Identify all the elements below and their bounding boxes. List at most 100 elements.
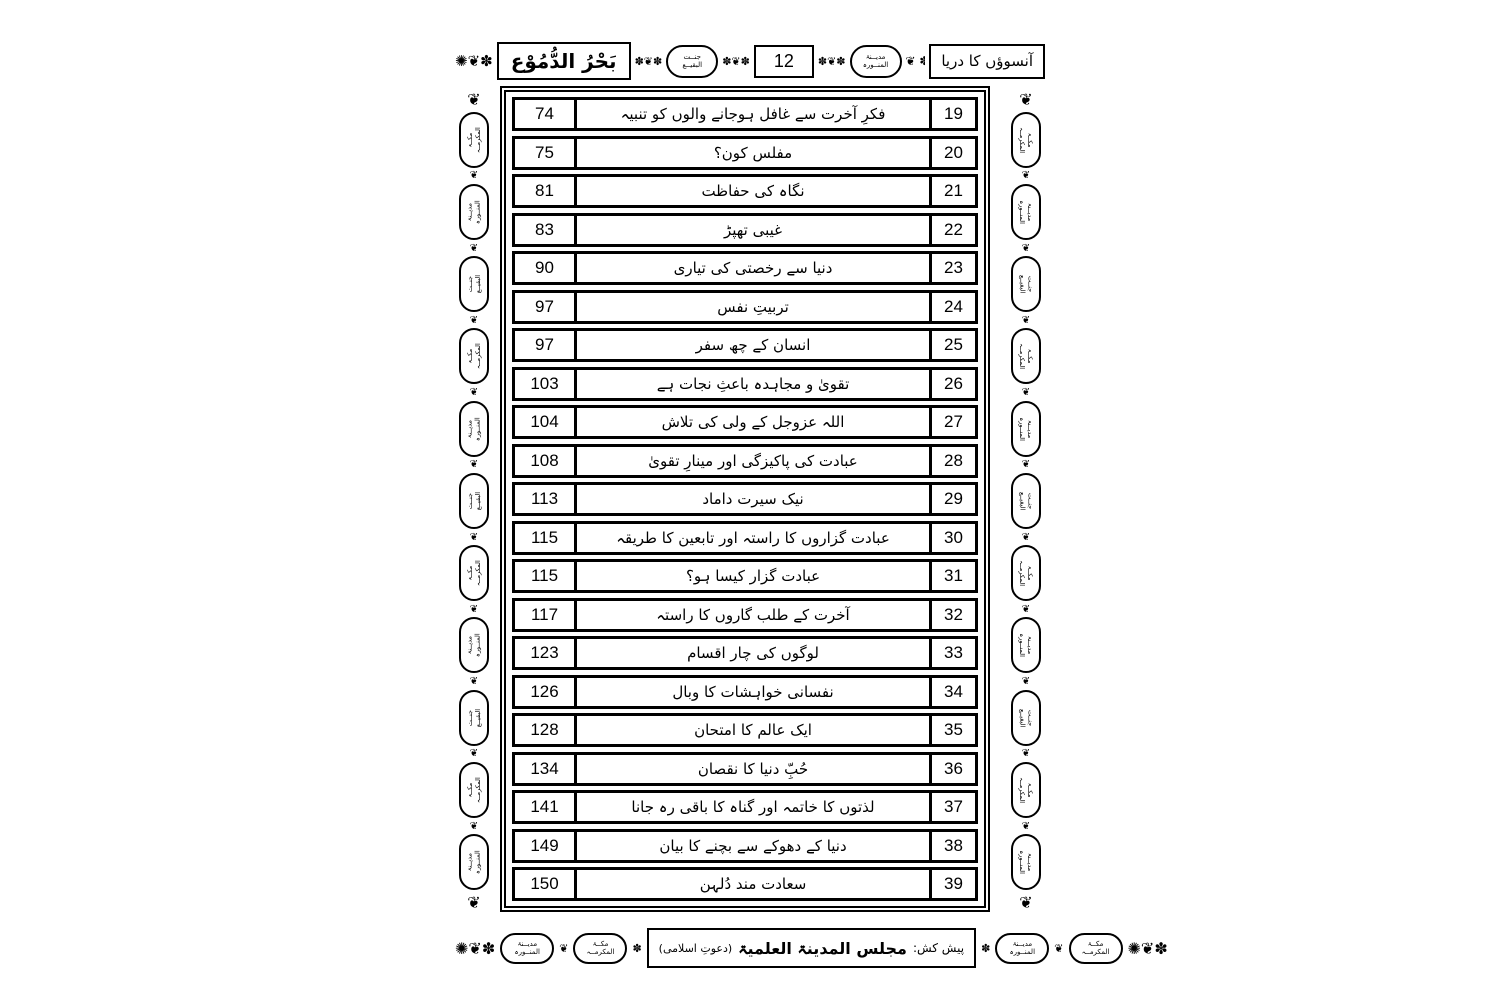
floral-separator-icon: ❦ (559, 941, 569, 955)
floral-ornament-icon: ❦ (467, 90, 481, 109)
side-oval-label: جنــت البقیــع (465, 708, 482, 727)
floral-ornament-icon: ❦ (469, 748, 479, 760)
toc-row: 90 دنیا سے رخصتی کی تیاری 23 (512, 251, 978, 285)
side-oval-label: مکــۃ المکرمــہ (465, 560, 482, 587)
footer-oval-makkah: مکــۃ المکرمــہ (573, 932, 628, 964)
floral-ornament-icon: ❦ (469, 242, 479, 254)
toc-title: تقویٰ و مجاہدہ باعثِ نجات ہے (656, 374, 850, 393)
toc-title: عبادت گزار کیسا ہو؟ (685, 567, 821, 585)
toc-row: 113 نیک سیرت داماد 29 (512, 482, 978, 516)
side-ornament-oval: مدیــنۃ المنــورہ (1011, 400, 1041, 457)
toc-title: مفلس کون؟ (713, 143, 793, 162)
floral-ornament-icon: ❦ (1021, 314, 1031, 326)
side-oval-label: مدیــنۃ المنــورہ (465, 200, 482, 224)
page-number: 12 (773, 50, 794, 71)
toc-row: 74 فکرِ آخرت سے غافل ہوجانے والوں کو تنب… (512, 97, 978, 131)
side-oval-label: مدیــنۃ المنــورہ (1018, 850, 1035, 874)
side-oval-label: مدیــنۃ المنــورہ (465, 416, 482, 441)
floral-ornament-icon: ❦ (1021, 387, 1031, 398)
toc-serial: 37 (929, 793, 975, 821)
floral-ornament-icon: ❦ (469, 531, 479, 543)
oval-text-line2: البقیــع (682, 61, 703, 69)
side-oval-label: جنــت البقیــع (465, 491, 482, 511)
oval-text-line2: المنــورہ (514, 948, 540, 956)
toc-page-number: 97 (515, 292, 577, 321)
toc-serial: 30 (929, 523, 975, 552)
toc-title: ایک عالم کا امتحان (694, 721, 812, 739)
toc-page-number: 126 (515, 677, 577, 706)
floral-separator-icon: ❦ (1054, 941, 1064, 955)
toc-row: 150 سعادت مند دُلہن 39 (512, 867, 978, 901)
toc-page-number: 113 (515, 485, 577, 513)
side-oval-label: مکــۃ المکرمــہ (1017, 343, 1035, 370)
toc-serial: 25 (929, 331, 975, 359)
side-ornament-oval: جنــت البقیــع (459, 256, 489, 313)
floral-ornament-icon: ❦ (1021, 531, 1031, 543)
side-ornament-oval: جنــت البقیــع (459, 472, 489, 529)
toc-title: تربیتِ نفس (717, 297, 789, 316)
side-ornament-oval: جنــت البقیــع (1011, 472, 1041, 529)
right-ornament-border: ❦ مکــۃ المکرمــہ ❦ مدیــنۃ المنــورہ ❦ جنــت ال… (1003, 90, 1049, 912)
toc-page-number: 81 (515, 177, 577, 205)
publisher-note: (دعوتِ اسلامی) (658, 941, 733, 955)
side-oval-label: مکــۃ المکرمــہ (1017, 126, 1035, 153)
toc-row: 83 غیبی تھپڑ 22 (512, 212, 978, 247)
side-oval-label: مدیــنۃ المنــورہ (465, 633, 482, 658)
floral-corner-icon: ✺❦✽ (1127, 938, 1168, 958)
toc-row: 134 حُبِّ دنیا کا نقصان 36 (512, 751, 978, 786)
toc-title: سعادت مند دُلہن (699, 875, 807, 893)
toc-title: لوگوں کی چار اقسام (687, 644, 819, 662)
toc-page-number: 103 (515, 369, 577, 398)
toc-page-number: 117 (515, 600, 577, 629)
floral-ornament-icon: ❦ (469, 170, 479, 182)
floral-ornament-icon: ❦ (1021, 170, 1031, 182)
side-ornament-oval: مدیــنۃ المنــورہ (1011, 834, 1041, 891)
toc-row: 97 انسان کے چھ سفر 25 (512, 328, 978, 362)
side-oval-label: مکــۃ المکرمــہ (1017, 560, 1035, 587)
floral-ornament-icon: ❦ (1019, 892, 1033, 912)
toc-page-number: 149 (515, 831, 577, 860)
side-ornament-oval: مکــۃ المکرمــہ (1011, 328, 1041, 385)
toc-rows: 74 فکرِ آخرت سے غافل ہوجانے والوں کو تنب… (504, 90, 986, 908)
floral-ornament-icon: ❦ (469, 603, 479, 615)
floral-separator-icon: ✽❦✽ (817, 54, 846, 68)
page-number-box: 12 (753, 44, 814, 78)
floral-ornament-icon: ❦ (1019, 90, 1033, 109)
floral-ornament-icon: ❦ (469, 387, 479, 398)
toc-row: 128 ایک عالم کا امتحان 35 (512, 713, 978, 747)
toc-serial: 36 (929, 754, 975, 783)
toc-page-number: 97 (515, 331, 577, 359)
oval-text-line1: مدیــنۃ (517, 939, 538, 948)
toc-title: نگاہ کی حفاظت (701, 182, 805, 200)
floral-separator-icon: ✽ (632, 941, 642, 955)
side-oval-label: مکــۃ المکرمــہ (465, 343, 482, 370)
left-ornament-border: ❦ مکــۃ المکرمــہ ❦ مدیــنۃ المنــورہ ❦ جنــت ال… (451, 90, 497, 912)
toc-serial: 35 (929, 716, 975, 744)
floral-separator-icon: ✽❦✽ (722, 54, 750, 68)
side-oval-label: جنــت البقیــع (465, 274, 482, 294)
toc-title: اللہ عزوجل کے ولی کی تلاش (661, 413, 845, 431)
floral-ornament-icon: ❦ (469, 314, 479, 326)
side-ornament-oval: مدیــنۃ المنــورہ (1011, 617, 1041, 674)
toc-title: دنیا سے رخصتی کی تیاری (673, 259, 833, 277)
presenter-label: پیش کش: (912, 941, 965, 955)
side-oval-label: جنــت البقیــع (1017, 708, 1035, 727)
side-ornament-oval: مدیــنۃ المنــورہ (459, 183, 489, 240)
toc-row: 117 آخرت کے طلب گاروں کا راستہ 32 (512, 597, 978, 632)
oval-text-line1: مدیــنۃ (865, 52, 886, 61)
oval-text-line2: المنــورہ (862, 61, 889, 69)
oval-text-line1: جنــت (683, 52, 701, 61)
side-oval-label: مکــۃ المکرمــہ (1017, 776, 1035, 803)
toc-title: عبادت کی پاکیزگی اور مینارِ تقویٰ (648, 451, 858, 470)
footer-oval-madina: مدیــنۃ المنــورہ (500, 932, 555, 964)
toc-serial: 31 (929, 562, 975, 590)
floral-corner-icon: ✺❦✽ (455, 52, 493, 70)
toc-title: فکرِ آخرت سے غافل ہوجانے والوں کو تنبیہ (620, 105, 886, 123)
toc-title: انسان کے چھ سفر (695, 336, 811, 354)
floral-ornament-icon: ❦ (1021, 242, 1031, 254)
floral-ornament-icon: ❦ (469, 676, 479, 687)
toc-serial: 23 (929, 254, 975, 282)
side-ornament-oval: مدیــنۃ المنــورہ (459, 834, 489, 891)
toc-serial: 22 (929, 215, 975, 244)
toc-serial: 26 (929, 369, 975, 398)
